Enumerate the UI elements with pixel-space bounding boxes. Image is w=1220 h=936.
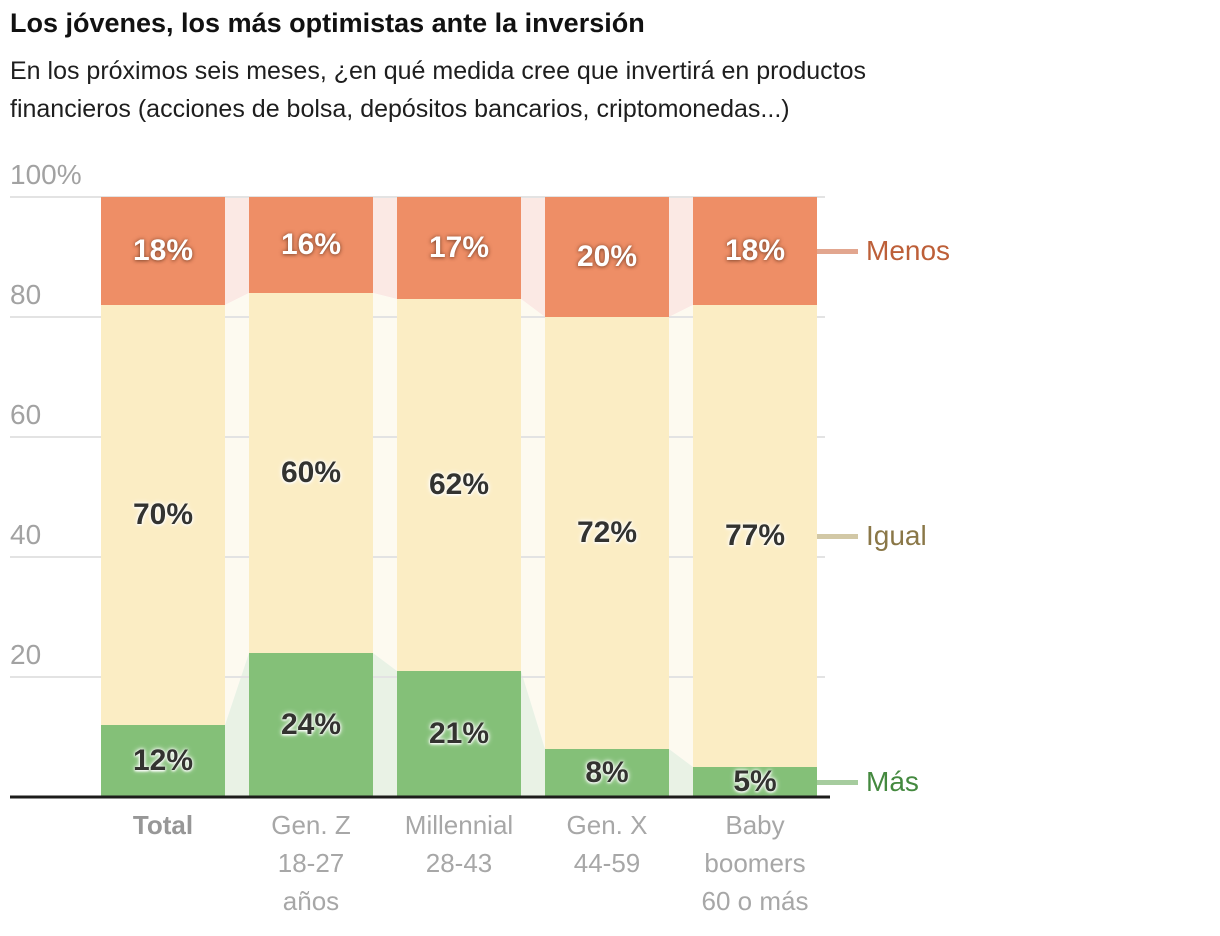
bar-segment-igual-0 [101, 305, 225, 725]
x-category-line: 60 o más [701, 886, 809, 916]
x-category-line: 28-43 [425, 848, 493, 878]
bar-segment-menos-3 [545, 197, 669, 317]
y-axis-tick-label: 100% [10, 159, 82, 190]
bar-segment-más-2 [397, 671, 521, 797]
value-label-igual-4: 77% [724, 519, 786, 552]
x-category-line: años [282, 886, 340, 916]
value-label-menos-1: 16% [280, 228, 342, 261]
bar-segment-más-4 [693, 767, 817, 797]
y-axis-tick-label: 20 [10, 639, 42, 670]
x-axis-line [10, 795, 830, 799]
value-label-más-4: 5% [733, 765, 777, 798]
x-category-label-0: Total [89, 806, 237, 844]
x-category-line: Gen. Z [271, 810, 351, 840]
value-label-más-1: 24% [280, 708, 342, 741]
x-category-label-2: Millennial 28-43 [385, 806, 533, 882]
bar-segment-igual-3 [545, 317, 669, 749]
bar-segment-menos-4 [693, 197, 817, 305]
x-category-line: 18-27 [277, 848, 345, 878]
chart-title: Los jóvenes, los más optimistas ante la … [10, 8, 645, 38]
x-category-line: Gen. X [566, 810, 648, 840]
bar-segment-más-0 [101, 725, 225, 797]
y-axis-tick-label: 40 [10, 519, 42, 550]
x-category-line: boomers [704, 848, 806, 878]
bar-segment-igual-2 [397, 299, 521, 671]
value-label-igual-2: 62% [428, 468, 490, 501]
legend-tick-igual [817, 533, 858, 539]
y-axis-tick-label: 60 [10, 399, 42, 430]
legend-label-más: Más [866, 766, 919, 797]
bar-segment-igual-4 [693, 305, 817, 767]
bar-segment-más-3 [545, 749, 669, 797]
x-category-label-3: Gen. X 44-59 [533, 806, 681, 882]
value-label-más-0: 12% [132, 744, 194, 777]
value-label-menos-3: 20% [576, 240, 638, 273]
value-label-menos-4: 18% [724, 234, 786, 267]
bar-segment-menos-2 [397, 197, 521, 299]
chart-subtitle: En los próximos seis meses, ¿en qué medi… [10, 57, 866, 123]
value-label-menos-2: 17% [428, 231, 490, 264]
legend-tick-más [817, 779, 858, 785]
legend-label-menos: Menos [866, 235, 951, 266]
legend-tick-menos [817, 248, 858, 254]
value-label-más-3: 8% [585, 756, 629, 789]
x-category-label-1: Gen. Z 18-27 años [237, 806, 385, 920]
value-label-menos-0: 18% [132, 234, 194, 267]
bar-segment-igual-1 [249, 293, 373, 653]
value-label-igual-0: 70% [132, 498, 194, 531]
bar-segment-menos-0 [101, 197, 225, 305]
x-category-line: Millennial [404, 810, 514, 840]
y-axis-tick-label: 80 [10, 279, 42, 310]
value-label-igual-3: 72% [576, 516, 638, 549]
legend-label-igual: Igual [866, 520, 927, 551]
bar-segment-menos-1 [249, 197, 373, 293]
x-category-line: Total [132, 810, 194, 840]
value-label-más-2: 21% [428, 717, 490, 750]
bar-segment-más-1 [249, 653, 373, 797]
x-category-line: Baby [725, 810, 785, 840]
x-category-line: 44-59 [573, 848, 641, 878]
x-category-label-4: Baby boomers 60 o más [681, 806, 829, 920]
value-label-igual-1: 60% [280, 456, 342, 489]
